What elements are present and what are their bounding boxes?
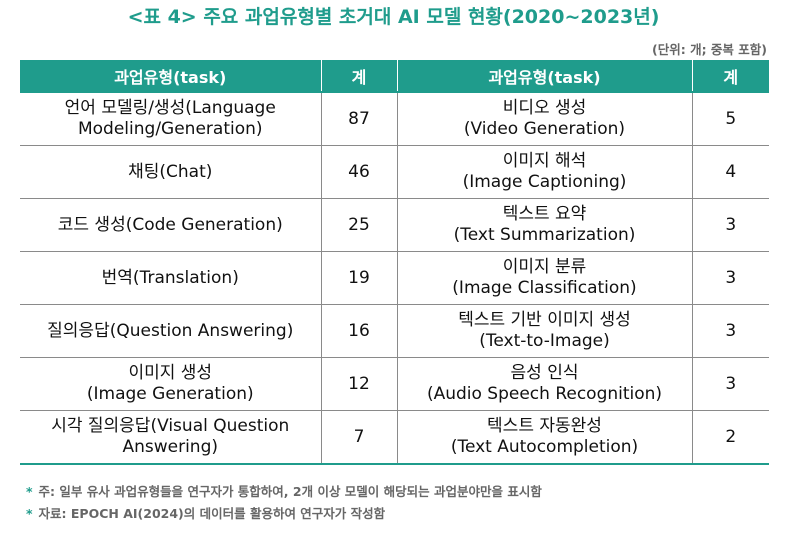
task-line: (Video Generation) <box>463 119 626 139</box>
task-line: 번역(Translation) <box>101 267 239 288</box>
task-line: 언어 모델링/생성(Language <box>64 98 276 118</box>
table-row: 번역(Translation) 19 이미지 분류 (Image Classifi… <box>20 251 769 305</box>
task-line: 이미지 생성 <box>128 363 213 383</box>
task-line: (Text-to-Image) <box>479 331 610 351</box>
task-cell: 채팅(Chat) <box>20 145 322 199</box>
footnote-text: 자료: EPOCH AI(2024)의 데이터를 활용하여 연구자가 작성함 <box>38 506 386 521</box>
task-line: (Text Summarization) <box>453 225 636 245</box>
count-cell: 3 <box>691 198 769 252</box>
task-cell: 음성 인식 (Audio Speech Recognition) <box>396 357 693 411</box>
task-cell: 비디오 생성 (Video Generation) <box>396 91 693 146</box>
task-line: Modeling/Generation) <box>77 119 263 139</box>
count-cell: 7 <box>320 410 398 465</box>
footnote-marker: * <box>26 506 33 521</box>
task-line: Answering) <box>122 437 219 457</box>
count-cell: 3 <box>691 304 769 358</box>
table-header-row: 과업유형(task) 계 과업유형(task) 계 <box>20 60 769 92</box>
footnote: * 자료: EPOCH AI(2024)의 데이터를 활용하여 연구자가 작성함 <box>26 503 542 525</box>
task-cell: 텍스트 기반 이미지 생성 (Text-to-Image) <box>396 304 693 358</box>
count-cell: 4 <box>691 145 769 199</box>
table-row: 채팅(Chat) 46 이미지 해석 (Image Captioning) 4 <box>20 145 769 199</box>
task-cell: 질의응답(Question Answering) <box>20 304 322 358</box>
task-line: 비디오 생성 <box>502 98 587 118</box>
count-cell: 12 <box>320 357 398 411</box>
task-line: 질의응답(Question Answering) <box>47 320 294 341</box>
task-cell: 번역(Translation) <box>20 251 322 305</box>
unit-note: (단위: 개; 중복 포함) <box>652 42 767 57</box>
task-cell: 이미지 해석 (Image Captioning) <box>396 145 693 199</box>
table-row: 언어 모델링/생성(Language Modeling/Generation) 8… <box>20 91 769 146</box>
count-cell: 87 <box>320 91 398 146</box>
task-cell: 언어 모델링/생성(Language Modeling/Generation) <box>20 91 322 146</box>
task-cell: 텍스트 자동완성 (Text Autocompletion) <box>396 410 693 465</box>
task-line: 코드 생성(Code Generation) <box>57 214 283 235</box>
footnote: * 주: 일부 유사 과업유형들을 연구자가 통합하여, 2개 이상 모델이 해당… <box>26 481 542 503</box>
task-cell: 이미지 분류 (Image Classification) <box>396 251 693 305</box>
count-cell: 19 <box>320 251 398 305</box>
task-line: (Image Classification) <box>452 278 637 298</box>
task-count-table: 과업유형(task) 계 과업유형(task) 계 언어 모델링/생성(Lang… <box>20 60 769 465</box>
task-line: 텍스트 기반 이미지 생성 <box>458 310 631 330</box>
count-cell: 5 <box>691 91 769 146</box>
task-line: 텍스트 요약 <box>502 204 587 224</box>
task-line: 시각 질의응답(Visual Question <box>51 416 290 436</box>
footnote-text: 주: 일부 유사 과업유형들을 연구자가 통합하여, 2개 이상 모델이 해당되… <box>38 484 542 499</box>
task-line: (Image Generation) <box>86 384 254 404</box>
count-cell: 46 <box>320 145 398 199</box>
table-row: 코드 생성(Code Generation) 25 텍스트 요약 (Text Su… <box>20 198 769 252</box>
task-line: 텍스트 자동완성 <box>487 416 602 436</box>
task-line: (Audio Speech Recognition) <box>426 384 663 404</box>
task-cell: 시각 질의응답(Visual Question Answering) <box>20 410 322 465</box>
count-cell: 16 <box>320 304 398 358</box>
footnotes: * 주: 일부 유사 과업유형들을 연구자가 통합하여, 2개 이상 모델이 해당… <box>26 481 542 525</box>
table-row: 이미지 생성 (Image Generation) 12 음성 인식 (Audio … <box>20 357 769 411</box>
task-line: (Image Captioning) <box>462 172 627 192</box>
task-cell: 이미지 생성 (Image Generation) <box>20 357 322 411</box>
task-line: 이미지 분류 <box>502 257 587 277</box>
count-cell: 3 <box>691 357 769 411</box>
header-task-1: 과업유형(task) <box>20 60 321 92</box>
count-cell: 3 <box>691 251 769 305</box>
header-count-1: 계 <box>320 60 397 92</box>
table-title: <표 4> 주요 과업유형별 초거대 AI 모델 현황(2020~2023년) <box>127 6 660 28</box>
header-task-2: 과업유형(task) <box>396 60 692 92</box>
count-cell: 25 <box>320 198 398 252</box>
task-line: 음성 인식 <box>510 363 579 383</box>
header-count-2: 계 <box>691 60 769 92</box>
count-cell: 2 <box>691 410 769 465</box>
table-row: 질의응답(Question Answering) 16 텍스트 기반 이미지 생… <box>20 304 769 358</box>
task-line: 채팅(Chat) <box>128 161 213 182</box>
task-cell: 코드 생성(Code Generation) <box>20 198 322 252</box>
task-cell: 텍스트 요약 (Text Summarization) <box>396 198 693 252</box>
task-line: (Text Autocompletion) <box>450 437 639 457</box>
task-line: 이미지 해석 <box>502 151 587 171</box>
footnote-marker: * <box>26 484 33 499</box>
table-row: 시각 질의응답(Visual Question Answering) 7 텍스트 … <box>20 410 769 465</box>
